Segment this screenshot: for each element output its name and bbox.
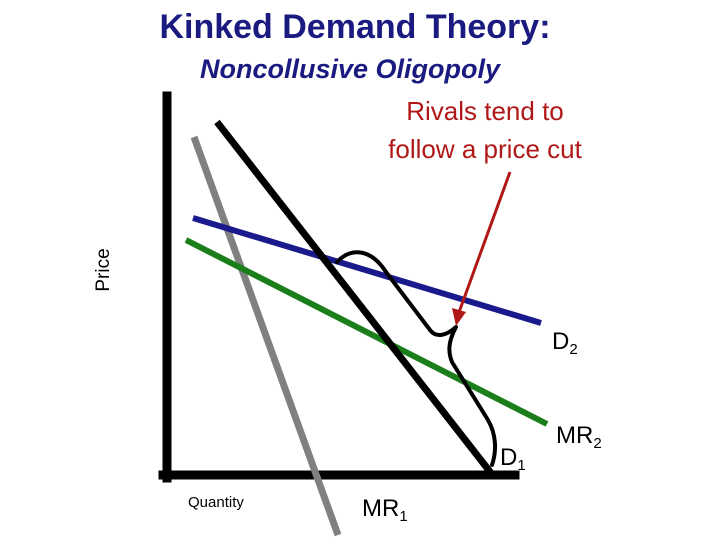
- mr2-label: MR2: [556, 422, 602, 452]
- d1-label-subscript: 1: [517, 457, 526, 474]
- d2-label-subscript: 2: [569, 341, 578, 358]
- annotation-line-2: follow a price cut: [388, 134, 582, 164]
- diagram-subtitle: Noncollusive Oligopoly: [199, 54, 501, 84]
- mr2-label-subscript: 2: [593, 435, 602, 452]
- mr1-label-subscript: 1: [399, 508, 408, 525]
- d2-label-name: D: [552, 328, 570, 355]
- d1-label: D1: [500, 444, 526, 474]
- annotation-line-1: Rivals tend to: [406, 96, 564, 126]
- mr1-curve: [190, 135, 342, 537]
- annotation-text: Rivals tend to follow a price cut: [360, 92, 610, 168]
- d1-label-name: D: [500, 444, 518, 471]
- y-axis-label: Price: [93, 248, 114, 292]
- annotation-arrowhead: [452, 308, 466, 326]
- d1-curve: [214, 119, 494, 476]
- x-axis-label: Quantity: [188, 494, 244, 511]
- d2-label: D2: [552, 328, 578, 358]
- mr2-curve: [184, 237, 549, 427]
- diagram-title: Kinked Demand Theory:: [159, 8, 551, 46]
- annotation-arrow: [456, 171, 512, 316]
- brace-marker: [335, 250, 498, 467]
- mr1-label: MR1: [362, 495, 408, 525]
- mr2-label-name: MR: [556, 422, 594, 449]
- mr1-label-name: MR: [362, 495, 400, 522]
- d2-curve: [192, 215, 542, 326]
